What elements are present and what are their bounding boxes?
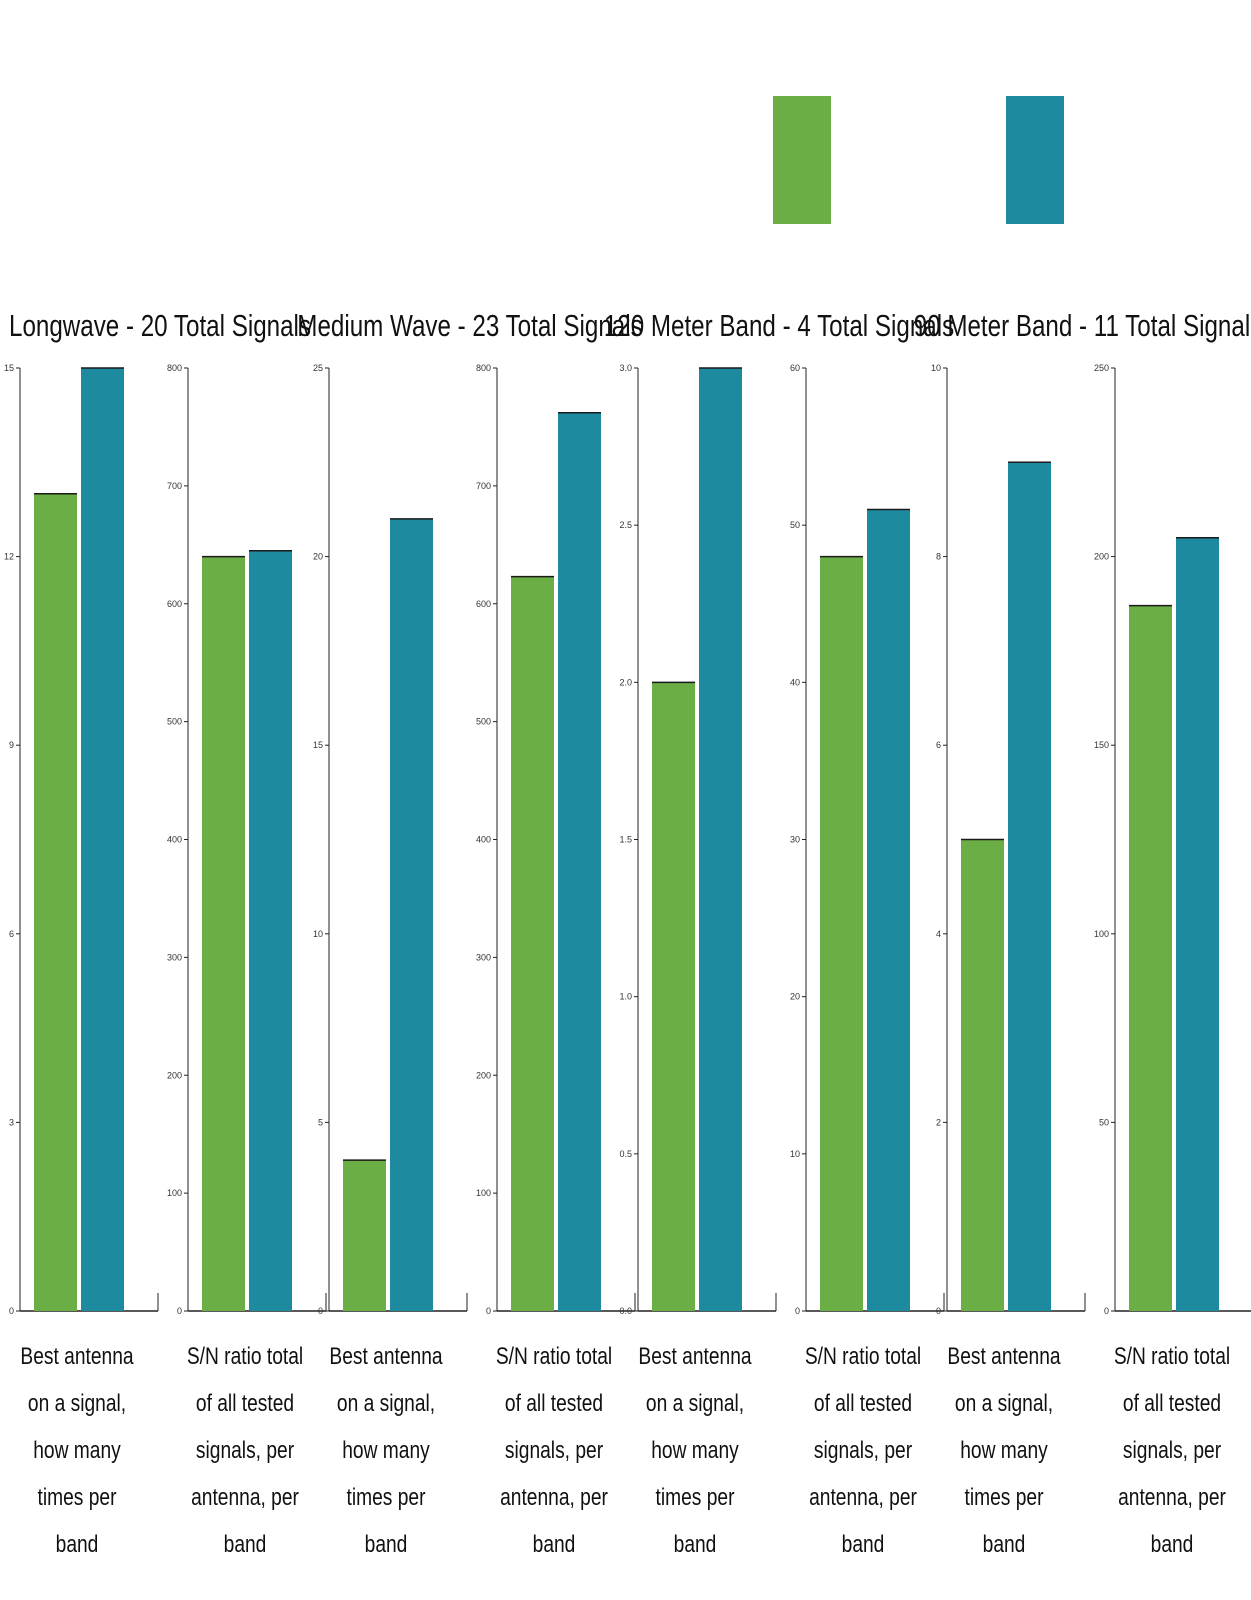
x-label-panel-5: Best antenna on a signal, how many times… [638, 1343, 752, 1558]
y-tick-label: 50 [790, 520, 800, 530]
bar-green [820, 556, 863, 1311]
x-label-panel-7: Best antenna on a signal, how many times… [947, 1343, 1061, 1558]
y-tick-label: 500 [167, 717, 182, 727]
y-tick-label: 6 [936, 740, 941, 750]
y-tick-label: 40 [790, 677, 800, 687]
bar-blue [558, 412, 601, 1312]
y-tick-label: 700 [476, 481, 491, 491]
x-label-panel-4: S/N ratio total of all tested signals, p… [495, 1343, 613, 1558]
y-tick-label: 500 [476, 717, 491, 727]
y-tick-label: 1.5 [619, 835, 632, 845]
bar-green [961, 839, 1004, 1311]
y-tick-label: 9 [9, 740, 14, 750]
y-tick-label: 30 [790, 835, 800, 845]
bar-blue [249, 550, 292, 1311]
y-tick-label: 0 [486, 1306, 491, 1316]
bar-green [343, 1160, 386, 1311]
y-tick-label: 10 [931, 363, 941, 373]
group-title-longwave: Longwave - 20 Total Signals [8, 308, 312, 343]
y-tick-label: 0 [318, 1306, 323, 1316]
y-tick-label: 700 [167, 481, 182, 491]
x-label-panel-3: Best antenna on a signal, how many times… [329, 1343, 443, 1558]
y-tick-label: 1.0 [619, 992, 632, 1002]
bar-green [34, 493, 77, 1311]
y-tick-label: 12 [4, 552, 14, 562]
y-tick-label: 600 [167, 599, 182, 609]
bar-blue [1008, 462, 1051, 1311]
x-label-panel-8: S/N ratio total of all tested signals, p… [1113, 1343, 1231, 1558]
y-tick-label: 200 [1094, 552, 1109, 562]
y-tick-label: 100 [476, 1188, 491, 1198]
y-tick-label: 60 [790, 363, 800, 373]
y-tick-label: 3 [9, 1117, 14, 1127]
bar-blue [867, 509, 910, 1311]
y-tick-label: 2 [936, 1117, 941, 1127]
y-tick-label: 100 [1094, 929, 1109, 939]
bar-green [1129, 605, 1172, 1311]
y-tick-label: 0.5 [619, 1149, 632, 1159]
x-label-panel-1: Best antenna on a signal, how many times… [20, 1343, 134, 1558]
y-tick-label: 20 [313, 552, 323, 562]
y-tick-label: 200 [476, 1070, 491, 1080]
y-tick-label: 25 [313, 363, 323, 373]
y-tick-label: 5 [318, 1117, 323, 1127]
bar-green [652, 682, 695, 1311]
legend-swatch-blue [1006, 96, 1064, 224]
y-tick-label: 400 [476, 835, 491, 845]
y-tick-label: 600 [476, 599, 491, 609]
y-tick-label: 4 [936, 929, 941, 939]
y-tick-label: 300 [167, 952, 182, 962]
y-tick-label: 50 [1099, 1117, 1109, 1127]
bar-blue [81, 368, 124, 1311]
y-tick-label: 0 [177, 1306, 182, 1316]
y-tick-label: 100 [167, 1188, 182, 1198]
y-tick-label: 2.0 [619, 677, 632, 687]
y-tick-label: 15 [313, 740, 323, 750]
y-tick-label: 15 [4, 363, 14, 373]
y-tick-label: 150 [1094, 740, 1109, 750]
bar-blue [390, 518, 433, 1311]
y-tick-label: 200 [167, 1070, 182, 1080]
y-tick-label: 6 [9, 929, 14, 939]
bar-green [202, 556, 245, 1311]
y-tick-label: 0 [936, 1306, 941, 1316]
bar-blue [699, 368, 742, 1311]
y-tick-label: 0.0 [619, 1306, 632, 1316]
bar-blue [1176, 537, 1219, 1311]
y-tick-label: 10 [313, 929, 323, 939]
y-tick-label: 250 [1094, 363, 1109, 373]
y-tick-label: 0 [1104, 1306, 1109, 1316]
bar-green [511, 576, 554, 1311]
y-tick-label: 0 [795, 1306, 800, 1316]
group-title-medium-wave: Medium Wave - 23 Total Signals [297, 308, 643, 343]
y-tick-label: 3.0 [619, 363, 632, 373]
group-title-90-meter: 90 Meter Band - 11 Total Signals [913, 308, 1251, 343]
y-tick-label: 300 [476, 952, 491, 962]
y-tick-label: 800 [476, 363, 491, 373]
y-tick-label: 8 [936, 552, 941, 562]
legend-swatch-green [773, 96, 831, 224]
y-tick-label: 10 [790, 1149, 800, 1159]
y-tick-label: 20 [790, 992, 800, 1002]
y-tick-label: 800 [167, 363, 182, 373]
x-label-panel-6: S/N ratio total of all tested signals, p… [804, 1343, 922, 1558]
x-label-panel-2: S/N ratio total of all tested signals, p… [186, 1343, 304, 1558]
y-tick-label: 400 [167, 835, 182, 845]
y-tick-label: 2.5 [619, 520, 632, 530]
group-title-120-meter: 120 Meter Band - 4 Total Signals [603, 308, 955, 343]
y-tick-label: 0 [9, 1306, 14, 1316]
